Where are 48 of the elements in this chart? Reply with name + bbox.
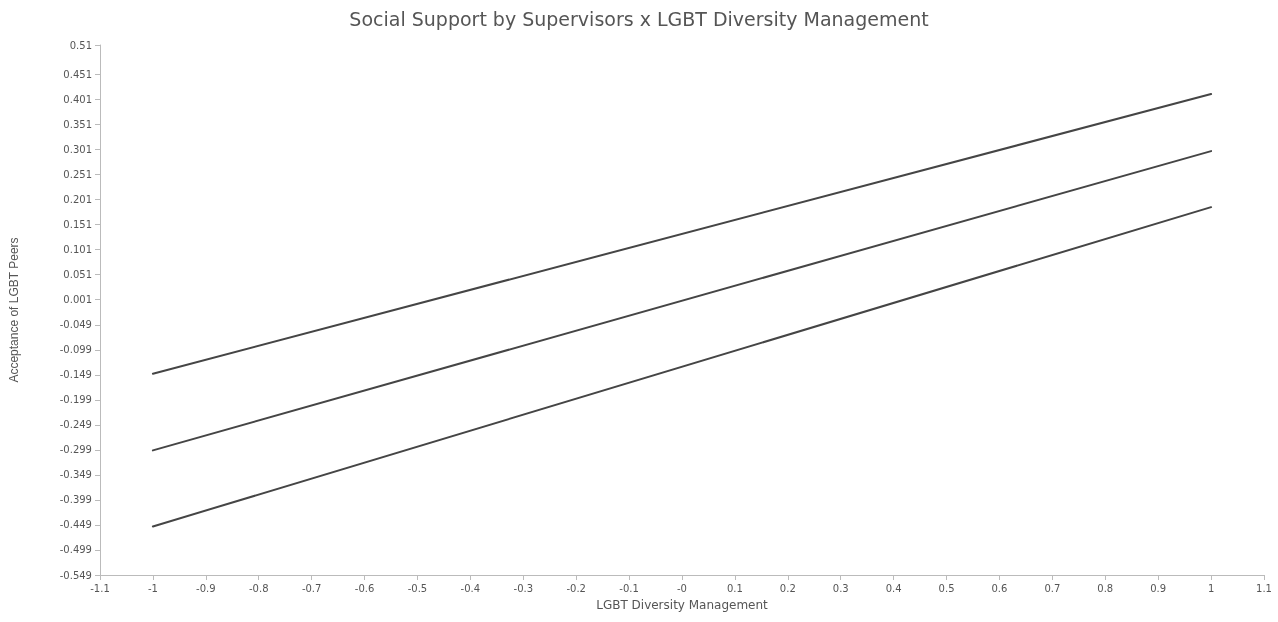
x-tick-label: -0.8 bbox=[248, 582, 269, 594]
x-tick-label: 0.9 bbox=[1150, 582, 1167, 594]
x-tick-label: 0.1 bbox=[726, 582, 743, 594]
x-tick-label: -0.3 bbox=[513, 582, 534, 594]
y-tick-label: 0.001 bbox=[63, 294, 92, 306]
y-tick-label: -0.549 bbox=[59, 569, 92, 581]
x-tick-label: -1.1 bbox=[90, 582, 110, 594]
y-tick-label: 0.301 bbox=[63, 144, 92, 156]
y-tick-label: 0.251 bbox=[63, 169, 92, 181]
y-axis-title: Acceptance of LGBT Peers bbox=[7, 237, 21, 383]
x-axis-title: LGBT Diversity Management bbox=[596, 598, 769, 612]
x-tick-label: 0.6 bbox=[991, 582, 1008, 594]
x-tick-label: -1 bbox=[147, 582, 158, 594]
x-tick-label: 0.7 bbox=[1044, 582, 1061, 594]
x-tick-label: -0.4 bbox=[460, 582, 481, 594]
chart-title: Social Support by Supervisors x LGBT Diversity Management bbox=[349, 7, 929, 30]
x-tick-label: 0.5 bbox=[938, 582, 955, 594]
y-tick-label: 0.051 bbox=[63, 269, 92, 281]
x-tick-label: 0.8 bbox=[1097, 582, 1114, 594]
x-tick-label: -0.5 bbox=[407, 582, 428, 594]
y-tick-label: -0.349 bbox=[59, 469, 92, 481]
y-tick-label: 0.451 bbox=[63, 69, 92, 81]
y-tick-label: -0.499 bbox=[59, 544, 92, 556]
x-tick-label: 1 bbox=[1207, 582, 1215, 594]
y-tick-label: -0.249 bbox=[59, 419, 92, 431]
x-tick-label: 0.2 bbox=[779, 582, 796, 594]
x-tick-label: -0.9 bbox=[196, 582, 216, 594]
x-tick-label: -0.2 bbox=[566, 582, 586, 594]
x-tick-label: -0 bbox=[677, 582, 687, 594]
x-tick-label: 1.1 bbox=[1256, 582, 1272, 594]
y-tick-label: -0.449 bbox=[59, 519, 92, 531]
y-tick-label: -0.199 bbox=[59, 394, 92, 406]
y-tick-label: -0.399 bbox=[59, 494, 92, 506]
y-tick-label: 0.201 bbox=[63, 194, 92, 206]
y-tick-label: 0.401 bbox=[63, 94, 92, 106]
y-tick-label: 0.51 bbox=[69, 39, 92, 51]
x-tick-label: -0.1 bbox=[619, 582, 639, 594]
x-tick-label: -0.6 bbox=[354, 582, 375, 594]
y-tick-label: -0.049 bbox=[59, 319, 92, 331]
y-tick-label: 0.151 bbox=[63, 219, 92, 231]
x-tick-label: -0.7 bbox=[301, 582, 322, 594]
y-tick-label: 0.101 bbox=[63, 244, 92, 256]
y-tick-label: 0.351 bbox=[63, 119, 92, 131]
x-tick-label: 0.4 bbox=[885, 582, 902, 594]
y-tick-label: -0.149 bbox=[59, 369, 92, 381]
y-tick-label: -0.299 bbox=[59, 444, 92, 456]
y-tick-label: -0.099 bbox=[59, 344, 92, 356]
x-tick-label: 0.3 bbox=[832, 582, 849, 594]
